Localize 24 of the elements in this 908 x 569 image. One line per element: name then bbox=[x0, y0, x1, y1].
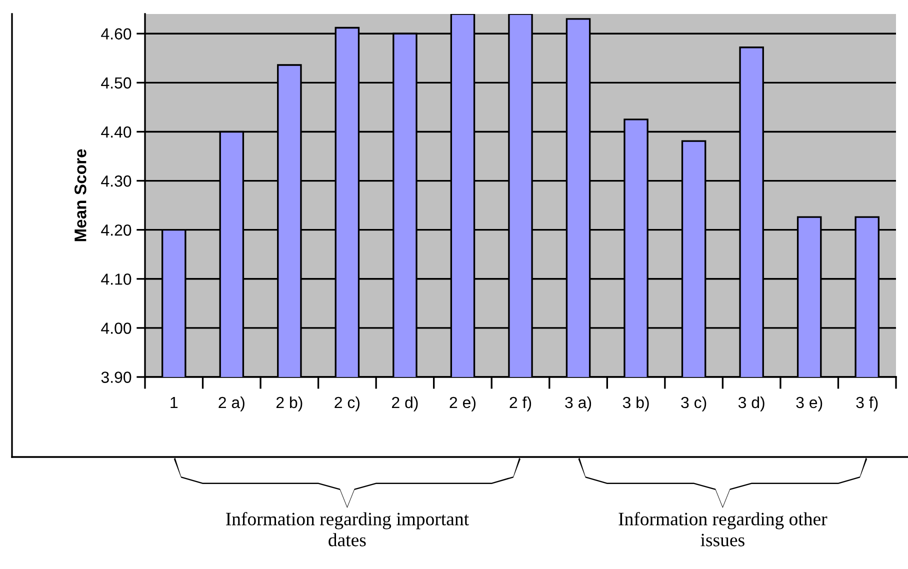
y-tick-label: 4.40 bbox=[101, 126, 132, 138]
x-tick-label: 2 e) bbox=[450, 396, 476, 412]
x-tick-label: 2 c) bbox=[334, 396, 360, 412]
x-tick-label: 3 a) bbox=[565, 396, 592, 412]
x-tick-label: 3 d) bbox=[738, 396, 764, 412]
x-tick-label: 1 bbox=[170, 397, 178, 408]
text: Information regarding important dates bbox=[226, 512, 469, 546]
x-tick-label: 2 d) bbox=[392, 396, 418, 412]
y-tick-label: 4.10 bbox=[101, 274, 132, 285]
y-axis-title: Mean Score bbox=[74, 149, 86, 242]
y-tick-label: 4.30 bbox=[101, 175, 132, 187]
text: Information regarding other issues bbox=[618, 512, 828, 546]
x-tick-label: 3 f) bbox=[856, 396, 878, 412]
x-tick-label: 3 b) bbox=[622, 396, 649, 412]
x-tick-label: 3 c) bbox=[681, 396, 706, 412]
y-tick-label: 4.60 bbox=[101, 28, 132, 40]
y-tick-label: 4.20 bbox=[101, 224, 132, 236]
x-tick-label: 2 f) bbox=[510, 396, 532, 412]
x-tick-label: 2 a) bbox=[218, 396, 244, 412]
y-tick-label: 4.50 bbox=[101, 77, 132, 89]
y-tick-label: 3.90 bbox=[101, 372, 132, 383]
y-tick-label: 4.00 bbox=[101, 322, 132, 334]
x-tick-label: 2 b) bbox=[276, 396, 302, 412]
x-tick-label: 3 e) bbox=[796, 396, 822, 412]
